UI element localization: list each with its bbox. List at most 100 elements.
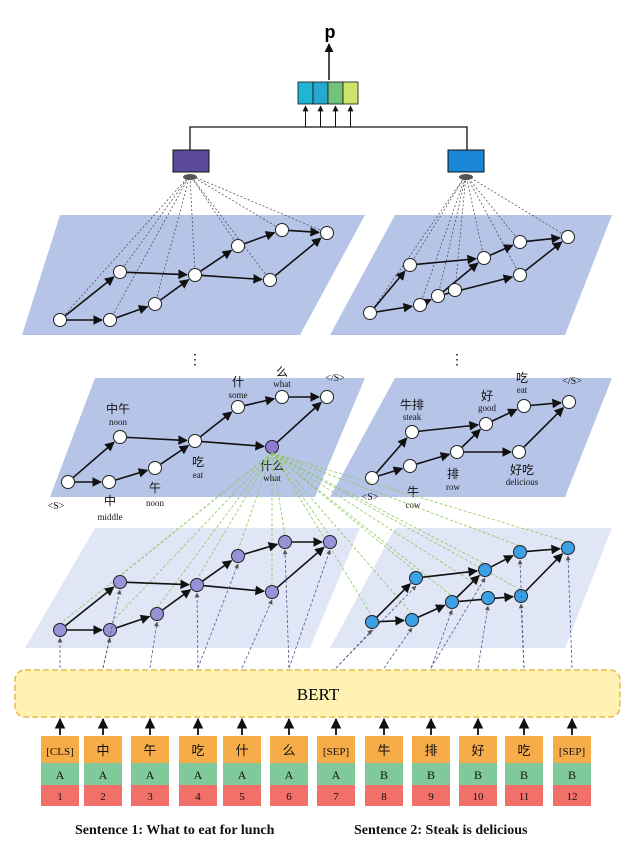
lattice-edge (116, 614, 151, 629)
attention-line (465, 174, 521, 276)
lattice-edge (490, 554, 514, 568)
segment-embedding-box (505, 763, 543, 785)
start-label: <S> (48, 501, 65, 512)
node-gloss-label: steak (403, 412, 422, 422)
output-probability-label: p (325, 22, 336, 42)
attention-line-green (237, 452, 273, 551)
bert-lattice-node (481, 591, 495, 605)
node-char-label: 牛 (407, 484, 419, 499)
attention-line-green (271, 452, 331, 537)
segment-embedding-box (270, 763, 308, 785)
end-label: </S> (325, 373, 345, 384)
attention-line (189, 174, 283, 231)
bert-to-node-line (430, 577, 486, 669)
lattice-node (403, 459, 417, 473)
lattice-edge (244, 396, 276, 407)
bert-lattice-node (53, 623, 67, 637)
lattice-edge (201, 440, 265, 451)
token-embedding-box (131, 736, 169, 763)
node-gloss-label: eat (517, 385, 528, 395)
bert-lattice-node (278, 535, 292, 549)
segment-label: A (194, 768, 203, 782)
lattice-node (188, 434, 202, 448)
attention-line-green (271, 452, 373, 617)
bert-lattice-node (513, 545, 527, 559)
lattice-node (148, 297, 162, 311)
lattice-node (275, 390, 289, 404)
attention-line-green (109, 452, 273, 625)
bert-lattice-node (265, 585, 279, 599)
position-embedding-box (179, 785, 217, 806)
token-label: [SEP] (559, 746, 585, 758)
bert-lattice-node (365, 615, 379, 629)
lattice-edge (461, 428, 481, 448)
token-embedding-box (84, 736, 122, 763)
position-label: 12 (567, 791, 578, 803)
lattice-edge (162, 589, 192, 611)
bert-lattice-node (445, 595, 459, 609)
lattice-edge (378, 616, 405, 626)
position-embedding-box (131, 785, 169, 806)
segment-label: A (99, 768, 108, 782)
node-gloss-label: row (446, 482, 460, 492)
attention-line-green (196, 452, 273, 580)
start-label: <S> (362, 492, 379, 503)
node-char-label: 吃 (516, 371, 528, 385)
token-embedding-box (223, 736, 261, 763)
lattice-edge (201, 274, 263, 284)
lattice-node (263, 273, 277, 287)
lattice-node (320, 390, 334, 404)
attention-line-green (271, 452, 453, 597)
token-embedding-box (270, 736, 308, 763)
bert-to-node-line (477, 605, 490, 669)
lattice-edge (375, 437, 408, 474)
lattice-edge (530, 398, 562, 409)
node-gloss-label: noon (146, 498, 165, 508)
token-label: 排 (424, 743, 437, 758)
attention-line-green (119, 452, 273, 577)
node-gloss-label: noon (109, 417, 128, 427)
bert-lattice-node (113, 575, 127, 589)
ellipsis-left: ⋮ (188, 353, 202, 368)
position-embedding-box (365, 785, 403, 806)
attention-pool-left (183, 174, 197, 180)
segment-label: A (285, 768, 294, 782)
node-gloss-label: eat (193, 470, 204, 480)
bert-to-node-line (335, 585, 417, 669)
bert-lattice-node (323, 535, 337, 549)
token-label: 牛 (377, 743, 390, 758)
position-label: 2 (100, 791, 106, 803)
lattice-edge (276, 546, 325, 589)
token-label: 吃 (517, 743, 530, 758)
token-embedding-box (553, 736, 591, 763)
lattice-edge (115, 468, 149, 481)
lattice-edge (64, 586, 115, 627)
output-vector-cell (327, 81, 344, 105)
lattice-edge (416, 452, 451, 465)
attention-line-green (156, 452, 273, 609)
position-label: 6 (286, 791, 292, 803)
lattice-node (113, 430, 127, 444)
bert-lattice-node (405, 613, 419, 627)
bert-to-node-line (517, 559, 525, 669)
token-embedding-box (41, 736, 79, 763)
node-gloss-label: cow (406, 500, 421, 510)
lattice-node (275, 223, 289, 237)
lattice-node (517, 399, 531, 413)
lattice-node (403, 258, 417, 272)
position-embedding-box (553, 785, 591, 806)
lattice-node (561, 230, 575, 244)
lattice-edge (416, 254, 477, 266)
lattice-node (103, 313, 117, 327)
bert-encoder-box (14, 669, 621, 718)
bert-lattice-node (190, 578, 204, 592)
position-embedding-box (317, 785, 355, 806)
attention-line (419, 174, 467, 306)
segment-embedding-box (365, 763, 403, 785)
token-label: [SEP] (323, 746, 349, 758)
attention-line-green (271, 452, 486, 565)
token-label: 什 (235, 743, 248, 758)
attention-line-green (271, 452, 286, 537)
segment-embedding-box (131, 763, 169, 785)
caption-sentence-1: Sentence 1: What to eat for lunch (75, 823, 275, 838)
